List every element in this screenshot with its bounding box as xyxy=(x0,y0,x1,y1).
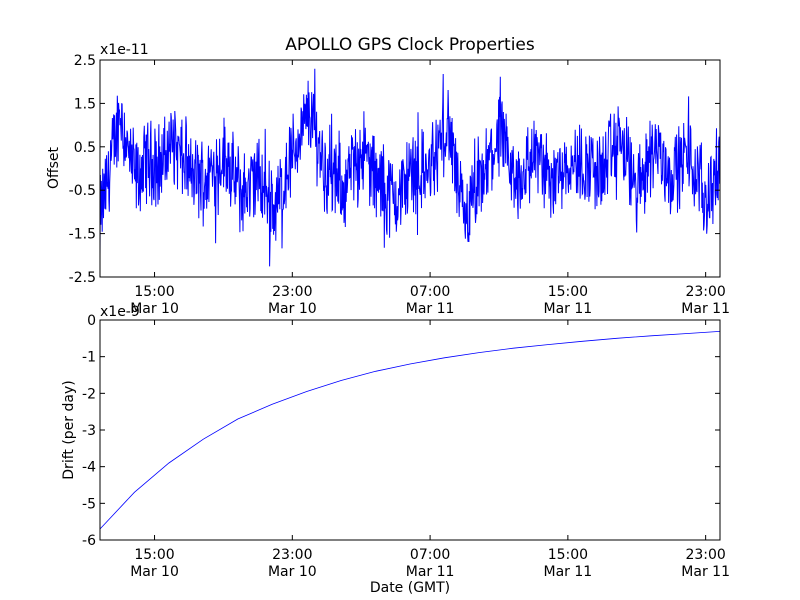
offset-y-tick-label: 0.5 xyxy=(74,140,96,156)
offset-y-ticks: 2.5 1.5 0.5 -0.5 -1.5 -2.5 xyxy=(69,53,720,286)
offset-y-tick-label: -0.5 xyxy=(69,183,96,199)
drift-x-tick-date: Mar 11 xyxy=(544,564,593,580)
drift-y-tick-label: -1 xyxy=(82,350,96,366)
offset-plot-frame xyxy=(99,59,721,278)
offset-x-tick-time: 23:00 xyxy=(272,284,312,300)
x-axis-label: Date (GMT) xyxy=(370,580,450,596)
offset-x-tick-time: 15:00 xyxy=(134,284,174,300)
drift-x-tick-time: 15:00 xyxy=(134,547,174,563)
drift-y-tick-label: -4 xyxy=(82,460,96,476)
offset-x-tick-time: 23:00 xyxy=(685,284,725,300)
drift-y-tick-label: -2 xyxy=(82,386,96,402)
offset-y-exponent: x1e-11 xyxy=(100,42,149,58)
drift-y-tick-label: -3 xyxy=(82,423,96,439)
offset-x-tick-date: Mar 11 xyxy=(406,301,455,317)
drift-plot-area xyxy=(99,319,721,541)
drift-y-axis-label: Drift (per day) xyxy=(61,380,77,479)
drift-x-tick-date: Mar 11 xyxy=(406,564,455,580)
offset-y-tick-label: -2.5 xyxy=(69,270,96,286)
offset-y-tick-label: 1.5 xyxy=(74,96,96,112)
drift-y-exponent: x1e-9 xyxy=(100,304,140,320)
drift-series-line xyxy=(99,331,721,530)
offset-x-tick-date: Mar 11 xyxy=(544,301,593,317)
offset-x-tick-time: 15:00 xyxy=(548,284,588,300)
drift-series-group xyxy=(99,331,721,530)
drift-y-ticks: 0 -1 -2 -3 -4 -5 -6 xyxy=(82,313,720,549)
offset-y-tick-label: -1.5 xyxy=(69,227,96,243)
drift-x-tick-date: Mar 11 xyxy=(681,564,730,580)
offset-series-group xyxy=(99,68,721,267)
drift-x-tick-time: 15:00 xyxy=(548,547,588,563)
offset-series-line xyxy=(99,68,721,267)
offset-x-tick-time: 07:00 xyxy=(410,284,450,300)
drift-x-tick-time: 23:00 xyxy=(272,547,312,563)
drift-y-tick-label: -6 xyxy=(82,533,96,549)
drift-x-tick-time: 23:00 xyxy=(685,547,725,563)
drift-y-tick-label: -5 xyxy=(82,496,96,512)
offset-x-tick-date: Mar 10 xyxy=(130,301,179,317)
drift-x-tick-date: Mar 10 xyxy=(130,564,179,580)
drift-x-tick-time: 07:00 xyxy=(410,547,450,563)
offset-x-tick-date: Mar 11 xyxy=(681,301,730,317)
drift-x-tick-date: Mar 10 xyxy=(268,564,317,580)
offset-y-tick-label: 2.5 xyxy=(74,53,96,69)
offset-x-tick-date: Mar 10 xyxy=(268,301,317,317)
chart-title: APOLLO GPS Clock Properties xyxy=(285,35,535,55)
drift-y-tick-label: 0 xyxy=(87,313,96,329)
offset-y-axis-label: Offset xyxy=(46,146,62,189)
